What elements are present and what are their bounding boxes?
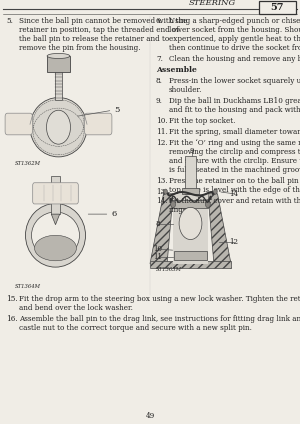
Text: 10: 10 bbox=[153, 245, 162, 253]
Circle shape bbox=[179, 207, 202, 240]
Text: 11.: 11. bbox=[156, 128, 168, 136]
FancyBboxPatch shape bbox=[174, 251, 207, 260]
Ellipse shape bbox=[34, 235, 76, 261]
Circle shape bbox=[206, 201, 210, 208]
Text: and fit to the housing and pack with grease.: and fit to the housing and pack with gre… bbox=[169, 106, 300, 114]
Text: Press-in the lower socket squarely up to the: Press-in the lower socket squarely up to… bbox=[169, 77, 300, 85]
FancyBboxPatch shape bbox=[173, 194, 208, 264]
Text: 12.: 12. bbox=[156, 139, 168, 147]
Text: the ball pin to release the retainer and to: the ball pin to release the retainer and… bbox=[19, 35, 169, 43]
FancyBboxPatch shape bbox=[33, 183, 78, 204]
Ellipse shape bbox=[47, 53, 70, 59]
Text: Fit the spring, small diameter towards the ball.: Fit the spring, small diameter towards t… bbox=[169, 128, 300, 136]
Text: Assemble the ball pin to the drag link, see instructions for fitting drag link a: Assemble the ball pin to the drag link, … bbox=[19, 315, 300, 323]
Text: 11: 11 bbox=[153, 254, 162, 261]
Text: 6.: 6. bbox=[156, 17, 163, 25]
Text: removing the circlip and compress the cover plate: removing the circlip and compress the co… bbox=[169, 148, 300, 156]
Text: 15.: 15. bbox=[6, 295, 18, 303]
Text: 14: 14 bbox=[230, 190, 238, 198]
Text: castle nut to the correct torque and secure with a new split pin.: castle nut to the correct torque and sec… bbox=[19, 324, 251, 332]
Ellipse shape bbox=[30, 98, 87, 157]
Text: top edge is level with the edge of the taper.: top edge is level with the edge of the t… bbox=[169, 186, 300, 194]
Text: 6: 6 bbox=[111, 210, 117, 218]
FancyBboxPatch shape bbox=[47, 56, 70, 72]
Text: ST1362M: ST1362M bbox=[15, 162, 41, 166]
Text: ST1363M: ST1363M bbox=[156, 268, 182, 272]
Text: 7.: 7. bbox=[156, 55, 163, 63]
Text: and secure with the circlip. Ensure that the circlip: and secure with the circlip. Ensure that… bbox=[169, 157, 300, 165]
Text: Since the ball pin cannot be removed with the: Since the ball pin cannot be removed wit… bbox=[19, 17, 187, 25]
Text: 13.: 13. bbox=[156, 177, 167, 185]
Text: Dip the ball in Duckhams LB10 grease, or equivalent: Dip the ball in Duckhams LB10 grease, or… bbox=[169, 97, 300, 105]
FancyBboxPatch shape bbox=[259, 1, 296, 14]
Text: 8.: 8. bbox=[156, 77, 163, 85]
Text: lower socket from the housing. Should difficulty be: lower socket from the housing. Should di… bbox=[169, 26, 300, 34]
Circle shape bbox=[214, 189, 217, 194]
Text: 5: 5 bbox=[114, 106, 120, 114]
Text: Using a sharp-edged punch or chisel, drive the ball: Using a sharp-edged punch or chisel, dri… bbox=[169, 17, 300, 25]
Circle shape bbox=[171, 201, 176, 208]
Circle shape bbox=[164, 189, 167, 194]
Text: rings.: rings. bbox=[169, 206, 189, 214]
Circle shape bbox=[46, 110, 70, 144]
FancyBboxPatch shape bbox=[85, 113, 112, 135]
Text: Fit the ‘O’ ring and using the same method as for: Fit the ‘O’ ring and using the same meth… bbox=[169, 139, 300, 147]
Polygon shape bbox=[150, 194, 173, 264]
Text: 16.: 16. bbox=[6, 315, 18, 323]
Text: 13: 13 bbox=[156, 189, 165, 196]
FancyBboxPatch shape bbox=[150, 261, 231, 268]
Text: 9: 9 bbox=[190, 148, 194, 155]
Text: Fit the drop arm to the steering box using a new lock washer. Tighten the retain: Fit the drop arm to the steering box usi… bbox=[19, 295, 300, 303]
Text: remove the pin from the housing.: remove the pin from the housing. bbox=[19, 44, 140, 52]
Text: 5.: 5. bbox=[6, 17, 13, 25]
Text: Press the retainer on to the ball pin so that the: Press the retainer on to the ball pin so… bbox=[169, 177, 300, 185]
Text: 57: 57 bbox=[271, 3, 284, 12]
Text: ST1364M: ST1364M bbox=[15, 285, 41, 289]
FancyBboxPatch shape bbox=[173, 200, 208, 208]
Polygon shape bbox=[208, 194, 231, 264]
Text: experienced, apply gentle heat to the housing and: experienced, apply gentle heat to the ho… bbox=[169, 35, 300, 43]
Ellipse shape bbox=[32, 212, 80, 259]
Text: 49: 49 bbox=[146, 412, 154, 420]
FancyBboxPatch shape bbox=[5, 113, 32, 135]
FancyBboxPatch shape bbox=[185, 156, 196, 194]
Text: Fit the top socket.: Fit the top socket. bbox=[169, 117, 235, 125]
Text: Clean the housing and remove any burrs.: Clean the housing and remove any burrs. bbox=[169, 55, 300, 63]
Text: 14.: 14. bbox=[156, 197, 168, 205]
Text: 12: 12 bbox=[230, 238, 238, 245]
Text: Assemble: Assemble bbox=[156, 66, 197, 74]
Text: STEERING: STEERING bbox=[189, 0, 236, 7]
FancyBboxPatch shape bbox=[51, 176, 60, 214]
Text: 9.: 9. bbox=[156, 97, 163, 105]
Ellipse shape bbox=[26, 204, 85, 267]
FancyBboxPatch shape bbox=[182, 188, 199, 194]
Text: and bend over the lock washer.: and bend over the lock washer. bbox=[19, 304, 133, 312]
Text: is fully seated in the machined groove.: is fully seated in the machined groove. bbox=[169, 166, 300, 174]
FancyBboxPatch shape bbox=[55, 70, 62, 100]
Text: 10.: 10. bbox=[156, 117, 168, 125]
Text: retainer in position, tap the threaded end of: retainer in position, tap the threaded e… bbox=[19, 26, 178, 34]
Text: 8: 8 bbox=[155, 220, 160, 228]
Text: Fit the dust cover and retain with the two spring: Fit the dust cover and retain with the t… bbox=[169, 197, 300, 205]
Text: then continue to drive the socket from the housing.: then continue to drive the socket from t… bbox=[169, 44, 300, 52]
Text: shoulder.: shoulder. bbox=[169, 86, 202, 94]
Polygon shape bbox=[51, 214, 60, 225]
